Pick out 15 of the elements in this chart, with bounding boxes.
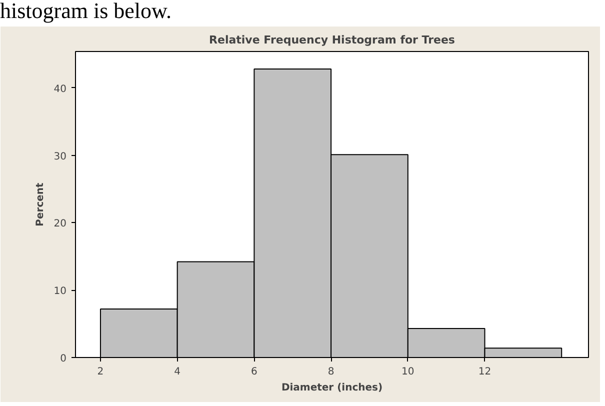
y-tick-label: 10 [54,286,67,298]
y-tick-label: 40 [54,84,67,95]
y-axis-title: Percent [34,182,46,226]
x-tick-label: 12 [478,366,492,378]
x-axis-title: Diameter (inches) [281,382,383,394]
x-tick-label: 10 [402,366,414,378]
y-tick-label: 30 [54,151,67,162]
x-tick-label: 4 [174,366,181,378]
y-tick-label: 20 [54,218,67,230]
y-tick-label: 0 [60,354,67,364]
chart-title: Relative Frequency Histogram for Trees [209,34,456,46]
x-tick-label: 2 [97,366,104,378]
x-tick-label: 6 [251,366,258,378]
text: histogram is below. [0,0,172,23]
x-tick-label: 8 [328,366,334,378]
